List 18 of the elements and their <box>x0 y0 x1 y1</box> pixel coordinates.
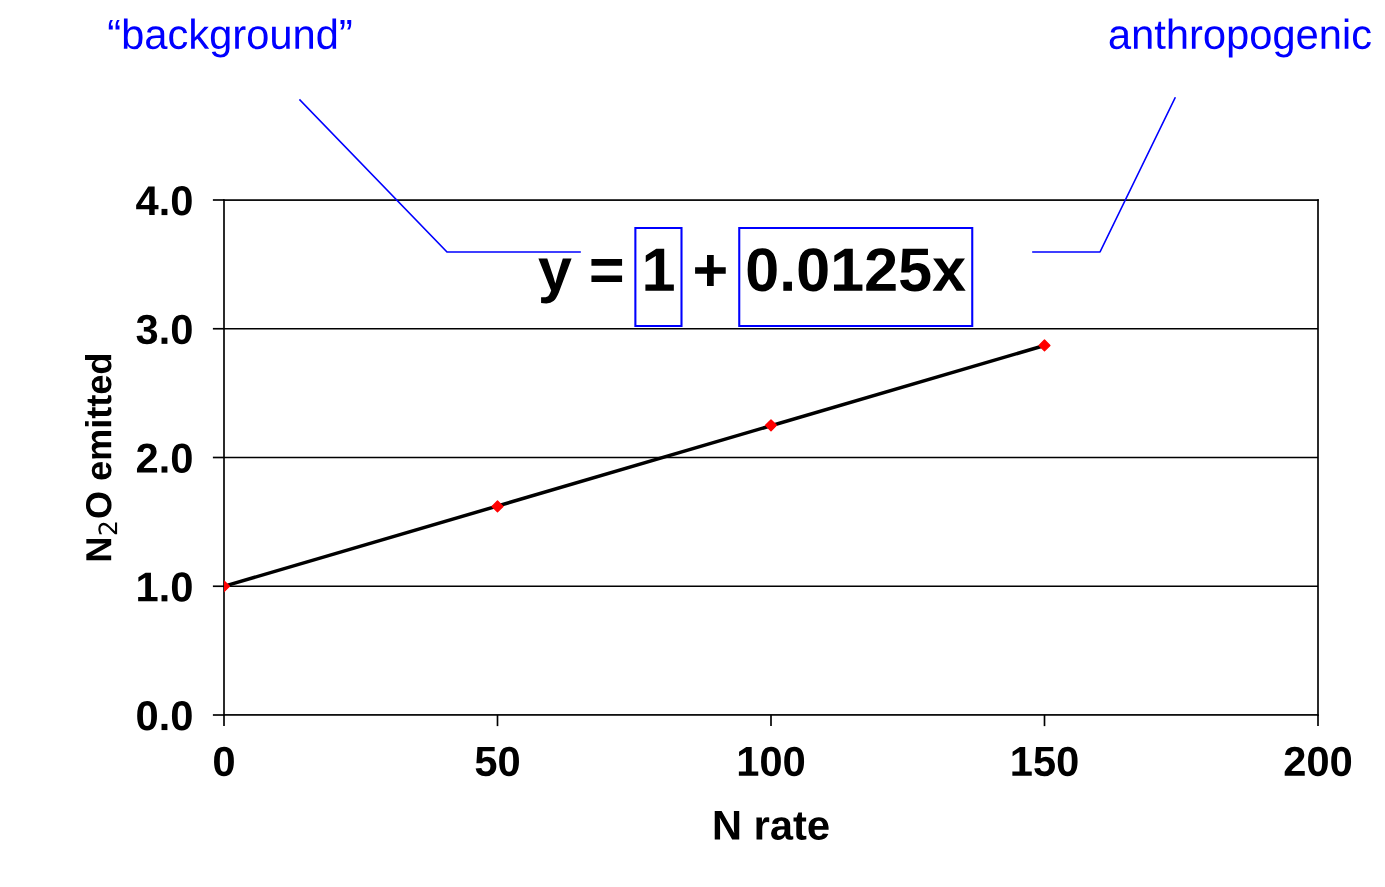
y-tick-label: 2.0 <box>136 443 192 474</box>
point <box>1038 339 1051 352</box>
y-tick-label: 3.0 <box>136 314 192 345</box>
annotation: y = 1 + 0.0125x <box>538 248 966 304</box>
text: “background” <box>108 18 352 58</box>
x-tick-label: 200 <box>1284 746 1352 777</box>
x-tick-label: 0 <box>214 746 234 777</box>
point <box>491 500 504 513</box>
y-axis-title: N$_{2}$O emitted <box>85 354 118 561</box>
x-axis-title: N rate <box>714 810 829 840</box>
x-tick-label: 50 <box>475 746 519 777</box>
y-tick-label: 4.0 <box>136 186 192 216</box>
x-tick-label: 100 <box>738 746 805 777</box>
y-tick-label: 0.0 <box>137 701 192 731</box>
point <box>764 419 778 432</box>
x-tick-label: 150 <box>1012 746 1078 777</box>
text: anthropogenic <box>1109 18 1371 58</box>
y-tick-label: 1.0 <box>138 572 192 602</box>
